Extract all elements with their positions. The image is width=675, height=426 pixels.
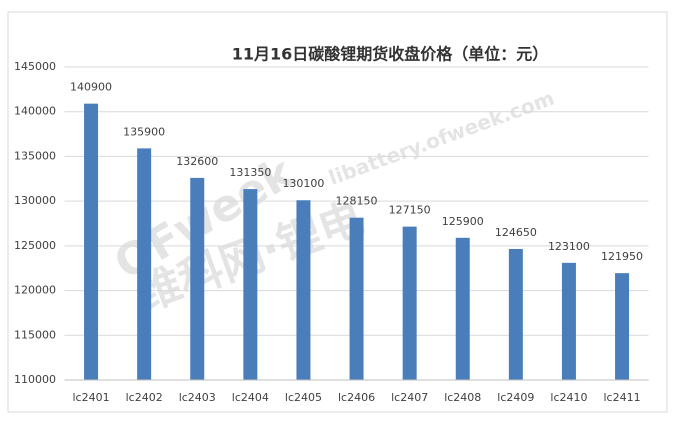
data-label: 132600 (176, 155, 218, 168)
x-tick-label: lc2410 (550, 391, 587, 404)
y-tick-label: 140000 (14, 105, 56, 118)
x-tick-label: lc2407 (391, 391, 428, 404)
x-tick-label: lc2404 (232, 391, 269, 404)
y-tick-label: 135000 (14, 149, 56, 162)
data-label: 121950 (601, 250, 643, 263)
bar (349, 217, 364, 380)
chart-border (7, 11, 668, 413)
bar (296, 200, 311, 380)
data-label: 131350 (229, 166, 271, 179)
x-tick-label: lc2405 (285, 391, 322, 404)
y-tick-label: 110000 (14, 373, 56, 386)
data-label: 130100 (282, 177, 324, 190)
bar (615, 273, 630, 380)
bar (402, 226, 417, 380)
y-tick-label: 125000 (14, 239, 56, 252)
data-label: 140900 (70, 81, 112, 94)
data-label: 123100 (548, 240, 590, 253)
x-tick-label: lc2406 (338, 391, 375, 404)
x-tick-label: lc2409 (497, 391, 534, 404)
y-tick-label: 120000 (14, 284, 56, 297)
data-label: 124650 (495, 226, 537, 239)
y-tick-label: 130000 (14, 194, 56, 207)
bar (243, 189, 258, 380)
bar (84, 103, 99, 380)
data-label: 135900 (123, 125, 165, 138)
x-tick-label: lc2408 (444, 391, 481, 404)
x-tick-label: lc2411 (603, 391, 640, 404)
bar (561, 262, 576, 380)
x-tick-label: lc2401 (72, 391, 109, 404)
y-tick-label: 115000 (14, 328, 56, 341)
data-label: 127150 (389, 204, 431, 217)
x-tick-label: lc2402 (126, 391, 163, 404)
y-tick-label: 145000 (14, 60, 56, 73)
data-label: 128150 (336, 195, 378, 208)
data-label: 125900 (442, 215, 484, 228)
x-tick-label: lc2403 (179, 391, 216, 404)
bar (137, 148, 152, 380)
bar (190, 177, 205, 380)
chart-title: 11月16日碳酸锂期货收盘价格（单位：元） (232, 45, 549, 64)
bar (508, 248, 523, 380)
bar (455, 237, 470, 380)
